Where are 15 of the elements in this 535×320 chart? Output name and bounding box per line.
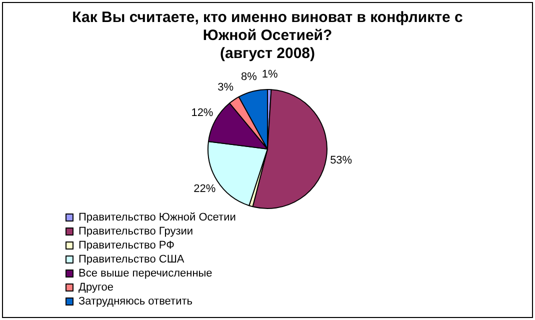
legend-label: Затрудняюсь ответить	[78, 296, 296, 308]
legend-label: Все выше перечисленные	[78, 268, 295, 280]
data-label: 1%	[262, 68, 278, 81]
legend-label: Правительство Грузии	[78, 226, 294, 238]
data-label: 22%	[194, 182, 216, 195]
legend-label: Правительство РФ	[78, 240, 294, 252]
chart-title: Как Вы считаете, кто именно виноват в конфликте с Южной Осетией?	[72, 9, 463, 44]
data-label: 3%	[218, 81, 234, 94]
data-label: 53%	[330, 154, 352, 167]
legend-label: Другое	[78, 282, 294, 294]
legend-label: Правительство США	[78, 254, 294, 266]
chart-subtitle: (август 2008)	[220, 45, 315, 62]
data-label: 12%	[191, 107, 214, 120]
data-label: 8%	[241, 70, 258, 83]
legend-label: Правительство Южной Осетии	[78, 212, 294, 224]
